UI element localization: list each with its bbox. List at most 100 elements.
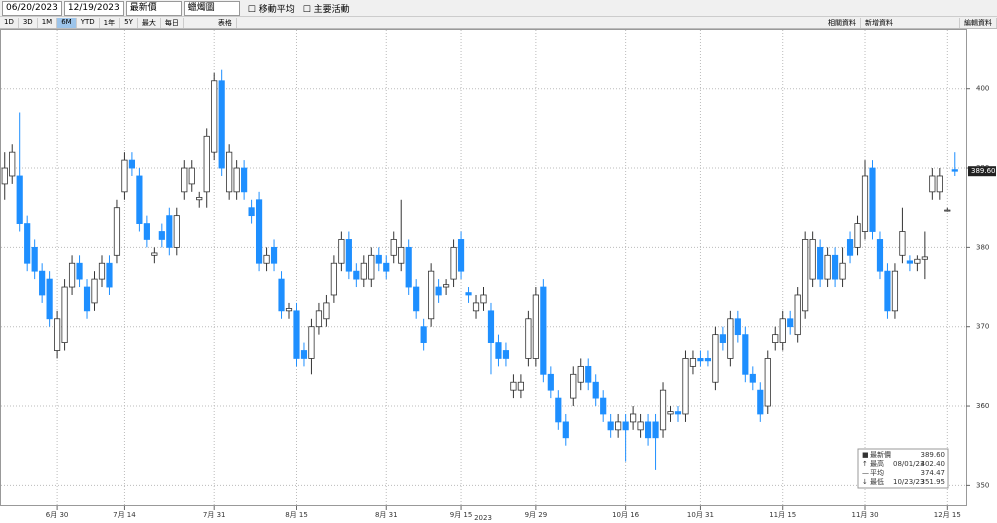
candle-body: [398, 246, 405, 264]
x-tick-label: 7月 31: [203, 511, 226, 519]
candle-body: [547, 373, 554, 391]
candle-body: [315, 310, 323, 328]
stats-value: 374.47: [921, 469, 946, 477]
candle-body: [495, 342, 502, 359]
candle-body: [517, 381, 524, 391]
candle-body: [839, 262, 846, 280]
stats-date: 08/01/23: [893, 460, 924, 468]
candle-body: [899, 231, 906, 256]
candle-body: [293, 310, 300, 359]
candle-body: [278, 278, 285, 312]
y-tick-label: 370: [976, 323, 989, 331]
candle-body: [330, 262, 337, 296]
candle-body: [143, 223, 150, 240]
add-data-button[interactable]: 新增資料: [861, 17, 960, 28]
range-button[interactable]: 3D: [19, 17, 38, 28]
candle-body: [1, 167, 8, 185]
range-button[interactable]: 5Y: [120, 17, 138, 28]
candle-body: [166, 215, 173, 248]
candle-body: [39, 270, 46, 296]
candle-body: [98, 262, 106, 280]
ma-checkbox[interactable]: ☐ 移動平均: [247, 4, 295, 15]
candle-body: [450, 246, 457, 280]
candle-body: [345, 239, 352, 272]
y-tick-label: 380: [976, 243, 989, 251]
candle-body: [734, 318, 741, 336]
candle-body: [622, 421, 629, 431]
range-button[interactable]: YTD: [77, 17, 100, 28]
stats-value: 351.95: [921, 478, 946, 486]
stats-label: 平均: [870, 468, 884, 477]
y-tick-label: 400: [976, 85, 989, 93]
x-tick-label: 10月 16: [612, 511, 640, 519]
range-button[interactable]: 1M: [38, 17, 58, 28]
candle-body: [944, 209, 951, 212]
candle-body: [674, 411, 682, 415]
candle-body: [846, 239, 854, 256]
candle-body: [300, 350, 308, 359]
candle-body: [824, 254, 831, 280]
range-button[interactable]: 1D: [0, 17, 19, 28]
candle-body: [600, 397, 607, 415]
range-button[interactable]: 6M: [57, 17, 77, 28]
stats-label: 最高: [870, 459, 884, 468]
candle-body: [263, 254, 270, 264]
candle-body: [817, 246, 824, 280]
period-select[interactable]: 每日: [161, 17, 184, 28]
y-tick-label: 350: [976, 481, 989, 489]
stats-box: [857, 448, 949, 489]
candle-body: [742, 334, 749, 375]
candle-body: [659, 389, 667, 431]
x-axis-year: 2023: [474, 514, 492, 522]
related-button[interactable]: 相關資料: [824, 17, 861, 28]
candle-body: [353, 270, 360, 280]
stats-label: 最低: [870, 477, 884, 486]
range-button[interactable]: 1年: [100, 17, 121, 28]
stats-label: 最新價: [870, 450, 891, 459]
range-bar: 1D 3D 1M 6M YTD 1年 5Y 最大 每日 表格 相關資料 新增資料 編輯資料: [0, 17, 997, 29]
candle-body: [285, 308, 293, 312]
candle-body: [128, 159, 136, 169]
candle-body: [46, 278, 53, 320]
candle-body: [854, 223, 861, 248]
candle-body: [555, 397, 562, 423]
events-checkbox[interactable]: ☐ 主要活動: [302, 4, 350, 15]
candle-body: [487, 310, 495, 343]
candle-body: [630, 413, 637, 423]
candle-body: [921, 256, 928, 260]
table-button[interactable]: 表格: [214, 17, 237, 28]
end-date[interactable]: 12/19/2023: [63, 0, 124, 16]
candle-body: [914, 258, 921, 264]
candle-body: [869, 167, 876, 232]
candle-body: [248, 207, 255, 217]
x-tick-label: 9月 29: [525, 511, 548, 519]
candle-body: [121, 159, 128, 193]
last-price-tag: [968, 166, 996, 177]
candle-body: [308, 326, 315, 359]
candle-body: [667, 411, 674, 415]
edit-data-button[interactable]: 編輯資料: [960, 17, 997, 28]
start-date[interactable]: 06/20/2023: [2, 0, 62, 16]
candle-body: [749, 373, 756, 383]
candle-body: [61, 286, 68, 343]
candle-body: [809, 239, 816, 280]
candle-body: [113, 207, 121, 256]
candle-body: [779, 318, 786, 343]
field-select[interactable]: 最新價: [125, 0, 182, 16]
candle-body: [615, 421, 622, 431]
candle-body: [181, 167, 188, 193]
candle-body: [727, 318, 734, 359]
candle-body: [697, 358, 704, 362]
candle-body: [420, 326, 427, 343]
candle-body: [106, 262, 113, 288]
candle-body: [585, 365, 592, 383]
range-button[interactable]: 最大: [138, 17, 161, 28]
candle-body: [787, 318, 794, 328]
candle-body: [158, 231, 165, 240]
candle-body: [375, 254, 382, 264]
candle-body: [906, 260, 913, 264]
candle-body: [91, 278, 98, 304]
candle-body: [405, 246, 412, 288]
style-select[interactable]: 蠟燭圖: [183, 0, 240, 16]
